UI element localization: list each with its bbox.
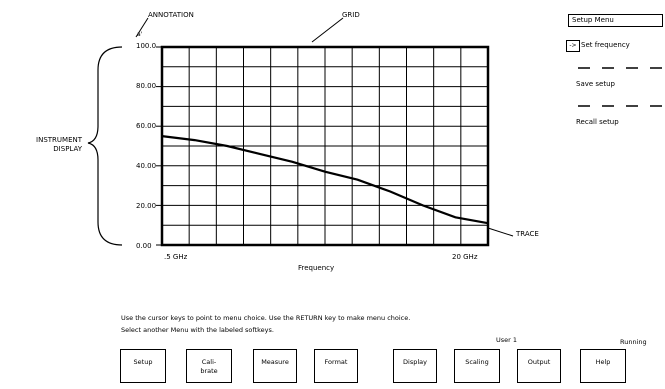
y-tick-label: 100.0 xyxy=(136,42,157,50)
softkey-scaling[interactable]: Scaling xyxy=(454,349,500,383)
softkey-label: Scaling xyxy=(465,358,489,366)
menu-title-box: Setup Menu xyxy=(568,14,663,27)
x-axis-label: Frequency xyxy=(298,264,335,272)
grid-leader xyxy=(311,17,344,43)
user-status: User 1 xyxy=(496,336,518,344)
softkey-measure[interactable]: Measure xyxy=(253,349,297,383)
display-brace xyxy=(87,46,123,246)
y-tick-label: 80.00 xyxy=(136,82,157,90)
y-ticks xyxy=(156,46,162,246)
softkey-display[interactable]: Display xyxy=(393,349,437,383)
trace-leader xyxy=(487,227,514,237)
menu-item-recall-setup[interactable]: Recall setup xyxy=(576,118,619,126)
trace-label: TRACE xyxy=(516,230,539,238)
softkey-label: Display xyxy=(403,358,427,366)
softkey-label: Output xyxy=(527,358,551,366)
softkey-help[interactable]: Help xyxy=(580,349,626,383)
annotation-label: ANNOTATION xyxy=(148,11,194,19)
x-tick-label: 20 GHz xyxy=(452,253,478,261)
y-tick-label: 60.00 xyxy=(136,122,157,130)
y-tick-label: 40.00 xyxy=(136,162,157,170)
softkey-label: Cali- brate xyxy=(200,358,218,375)
trace-line xyxy=(161,135,489,225)
softkey-label: Measure xyxy=(261,358,289,366)
menu-title: Setup Menu xyxy=(572,16,614,24)
softkey-label: Format xyxy=(324,358,348,366)
softkey-calibrate[interactable]: Cali- brate xyxy=(186,349,232,383)
grid-label: GRID xyxy=(342,11,360,19)
softkey-format[interactable]: Format xyxy=(314,349,358,383)
running-status: Running xyxy=(620,338,647,346)
menu-item-set-frequency[interactable]: Set frequency xyxy=(581,41,630,49)
instrument-display-label: INSTRUMENT DISPLAY xyxy=(36,136,82,153)
softkey-label: Setup xyxy=(133,358,153,366)
x-tick-label: .5 GHz xyxy=(164,253,188,261)
softkey-output[interactable]: Output xyxy=(517,349,561,383)
softkey-setup[interactable]: Setup xyxy=(120,349,166,383)
menu-item-save-setup[interactable]: Save setup xyxy=(576,80,615,88)
selection-marker: -> xyxy=(566,40,580,52)
annotation-leader xyxy=(135,17,149,38)
y-tick-label: 0.00 xyxy=(136,242,152,250)
chart-grid xyxy=(162,47,488,245)
instruction-line-1: Use the cursor keys to point to menu cho… xyxy=(121,314,411,322)
instruction-line-2: Select another Menu with the labeled sof… xyxy=(121,326,274,334)
annotation-marker: a' xyxy=(137,31,143,38)
softkey-label: Help xyxy=(595,358,611,366)
y-tick-label: 20.00 xyxy=(136,202,157,210)
plot-border xyxy=(160,45,490,247)
